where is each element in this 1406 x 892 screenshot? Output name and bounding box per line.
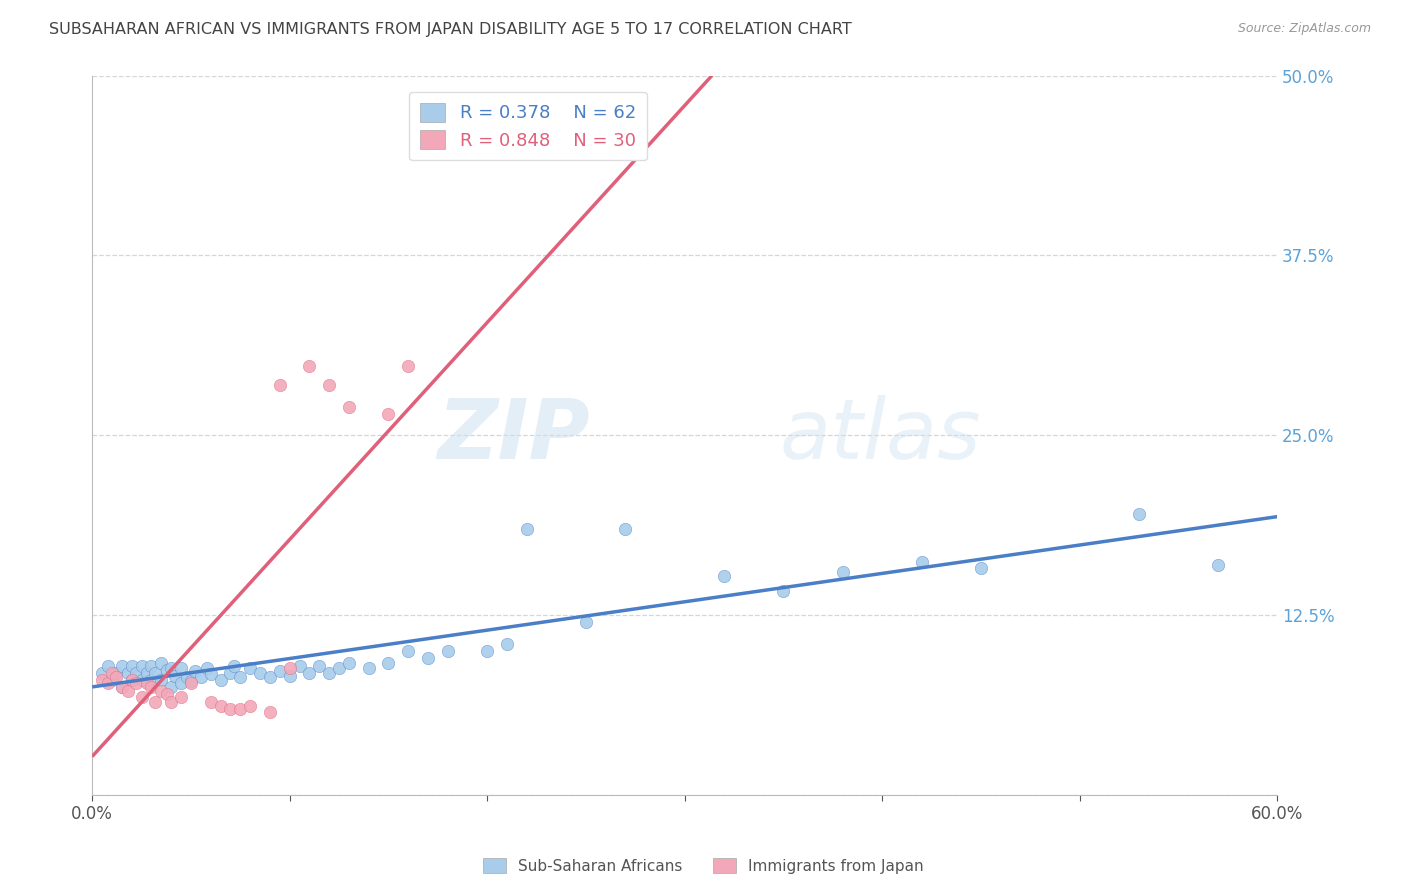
Point xyxy=(141,680,163,694)
Point xyxy=(1206,558,1229,572)
Point xyxy=(131,690,153,705)
Point xyxy=(97,658,120,673)
Point xyxy=(772,583,794,598)
Point xyxy=(911,555,934,569)
Point xyxy=(121,673,143,687)
Point xyxy=(176,670,198,684)
Point xyxy=(269,378,291,392)
Point xyxy=(516,522,538,536)
Point xyxy=(156,663,179,677)
Point xyxy=(1128,508,1150,522)
Point xyxy=(180,675,202,690)
Point xyxy=(239,698,262,713)
Point xyxy=(278,668,301,682)
Point xyxy=(104,665,127,680)
Point xyxy=(91,673,114,687)
Point xyxy=(396,359,419,374)
Point xyxy=(219,702,242,716)
Point xyxy=(416,651,439,665)
Point xyxy=(259,670,281,684)
Point xyxy=(337,400,360,414)
Point xyxy=(357,661,380,675)
Point xyxy=(184,665,207,679)
Point xyxy=(209,698,232,713)
Point xyxy=(170,675,193,690)
Point xyxy=(831,565,853,579)
Point xyxy=(190,670,212,684)
Point xyxy=(224,658,246,673)
Point xyxy=(101,673,124,687)
Point xyxy=(121,673,143,687)
Legend: R = 0.378    N = 62, R = 0.848    N = 30: R = 0.378 N = 62, R = 0.848 N = 30 xyxy=(409,92,647,161)
Point xyxy=(145,665,167,680)
Text: Source: ZipAtlas.com: Source: ZipAtlas.com xyxy=(1237,22,1371,36)
Point xyxy=(328,661,350,675)
Point xyxy=(111,680,134,694)
Text: atlas: atlas xyxy=(779,395,981,475)
Point xyxy=(180,674,202,689)
Point xyxy=(318,665,340,680)
Point xyxy=(298,665,321,680)
Point xyxy=(614,522,637,536)
Point xyxy=(219,665,242,680)
Point xyxy=(97,675,120,690)
Point xyxy=(160,680,183,694)
Point xyxy=(239,661,262,675)
Point xyxy=(229,670,252,684)
Point xyxy=(117,684,139,698)
Point xyxy=(160,694,183,708)
Point xyxy=(170,690,193,705)
Point xyxy=(101,665,124,680)
Point xyxy=(150,656,173,670)
Point xyxy=(117,665,139,680)
Point xyxy=(111,680,134,694)
Point xyxy=(249,665,271,680)
Legend: Sub-Saharan Africans, Immigrants from Japan: Sub-Saharan Africans, Immigrants from Ja… xyxy=(477,852,929,880)
Point xyxy=(136,665,159,680)
Point xyxy=(209,673,232,687)
Point xyxy=(970,560,993,574)
Point xyxy=(337,656,360,670)
Point xyxy=(124,675,146,690)
Point xyxy=(229,702,252,716)
Point xyxy=(131,658,153,673)
Point xyxy=(200,694,222,708)
Point xyxy=(318,378,340,392)
Point xyxy=(575,615,598,630)
Point xyxy=(150,684,173,698)
Point xyxy=(278,661,301,675)
Point xyxy=(288,658,311,673)
Point xyxy=(477,644,499,658)
Point xyxy=(396,644,419,658)
Text: ZIP: ZIP xyxy=(437,395,591,475)
Point xyxy=(170,661,193,675)
Point xyxy=(136,675,159,690)
Point xyxy=(124,665,146,680)
Point xyxy=(259,705,281,719)
Point xyxy=(436,644,458,658)
Point xyxy=(104,670,127,684)
Point xyxy=(121,658,143,673)
Point xyxy=(298,359,321,374)
Point xyxy=(195,661,218,675)
Point xyxy=(156,687,179,701)
Point xyxy=(496,637,519,651)
Point xyxy=(269,665,291,679)
Point xyxy=(377,656,399,670)
Point xyxy=(165,668,187,682)
Point xyxy=(150,673,173,687)
Point xyxy=(91,665,114,680)
Point xyxy=(131,673,153,687)
Point xyxy=(111,658,134,673)
Text: SUBSAHARAN AFRICAN VS IMMIGRANTS FROM JAPAN DISABILITY AGE 5 TO 17 CORRELATION C: SUBSAHARAN AFRICAN VS IMMIGRANTS FROM JA… xyxy=(49,22,852,37)
Point xyxy=(160,661,183,675)
Point xyxy=(713,569,735,583)
Point xyxy=(141,673,163,687)
Point xyxy=(145,694,167,708)
Point xyxy=(141,658,163,673)
Point xyxy=(308,658,330,673)
Point xyxy=(377,407,399,421)
Point xyxy=(200,667,222,681)
